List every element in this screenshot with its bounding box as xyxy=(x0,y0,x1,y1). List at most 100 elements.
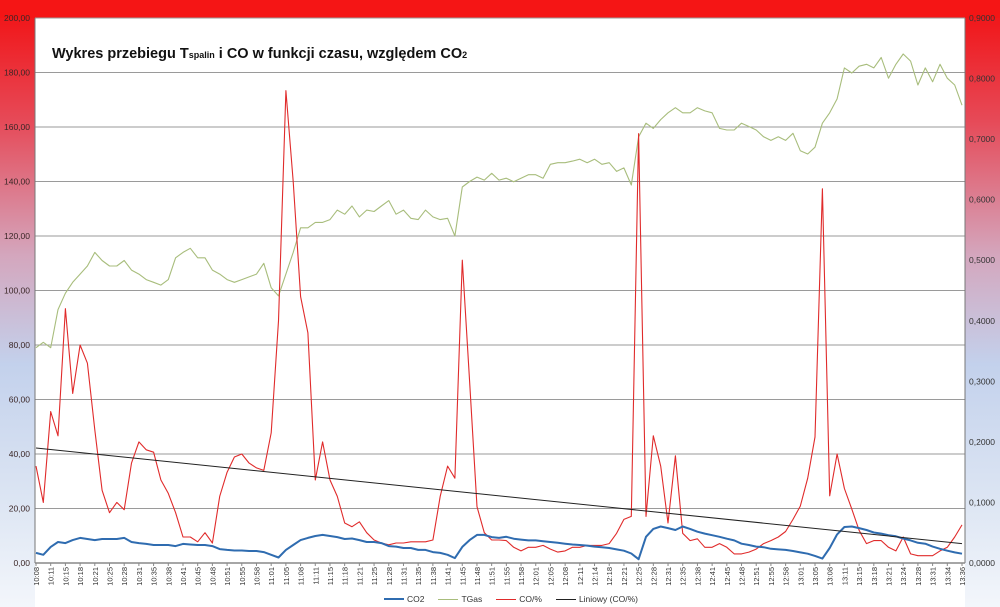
series-points-co xyxy=(35,90,963,556)
x-tick-label: 13:08 xyxy=(826,567,835,586)
x-tick-label: 12:21 xyxy=(620,567,629,586)
y-left-tick-label: 120,00 xyxy=(4,231,30,241)
x-tick-label: 11:41 xyxy=(444,567,453,585)
x-tick-label: 11:11 xyxy=(311,567,320,585)
y-left-tick-label: 20,00 xyxy=(9,504,31,514)
y-right-tick-label: 0,9000 xyxy=(969,13,995,23)
x-tick-label: 13:11 xyxy=(840,567,849,585)
x-tick-label: 12:14 xyxy=(591,567,600,586)
x-tick-label: 12:28 xyxy=(649,567,658,586)
x-tick-label: 10:48 xyxy=(208,567,217,586)
x-tick-label: 12:55 xyxy=(767,567,776,586)
legend-label-trend: Liniowy (CO/%) xyxy=(578,594,638,604)
x-tick-label: 13:01 xyxy=(796,567,805,586)
x-tick-label: 12:58 xyxy=(782,567,791,586)
y-right-tick-label: 0,1000 xyxy=(969,497,995,507)
legend-item-co2: CO2 xyxy=(384,594,424,604)
series-line-liniowy-co xyxy=(35,447,963,545)
x-tick-label: 10:41 xyxy=(179,567,188,586)
x-tick-label: 12:35 xyxy=(679,567,688,586)
legend-swatch-co2 xyxy=(384,598,404,600)
x-tick-label: 11:21 xyxy=(355,567,364,585)
y-left-tick-label: 100,00 xyxy=(4,286,30,296)
x-tick-label: 10:11 xyxy=(47,567,56,585)
x-tick-label: 12:41 xyxy=(708,567,717,586)
x-tick-label: 12:31 xyxy=(664,567,673,586)
x-tick-label: 12:48 xyxy=(738,567,747,586)
x-tick-label: 13:36 xyxy=(958,567,967,586)
x-tick-label: 10:45 xyxy=(194,567,203,586)
x-tick-label: 11:58 xyxy=(517,567,526,585)
x-tick-label: 11:31 xyxy=(399,567,408,585)
tick-labels: 0,00 20,00 40,00 60,00 80,00 100,00 120,00 140,… xyxy=(4,13,995,586)
x-tick-label: 12:45 xyxy=(723,567,732,586)
x-tick-label: 11:35 xyxy=(414,567,423,585)
legend-item-tgas: TGas xyxy=(438,594,482,604)
x-tick-label: 13:24 xyxy=(899,567,908,586)
chart-title-part-a: Wykres przebiegu T xyxy=(52,46,189,62)
series-group xyxy=(35,53,963,561)
x-tick-label: 10:15 xyxy=(61,567,70,586)
x-tick-label: 11:25 xyxy=(370,567,379,585)
x-tick-label: 11:05 xyxy=(282,567,291,585)
y-right-tick-label: 0,3000 xyxy=(969,376,995,386)
y-right-tick-label: 0,8000 xyxy=(969,74,995,84)
x-tick-label: 11:45 xyxy=(458,567,467,585)
chart-title-part-b: i CO w funkcji czasu, względem CO xyxy=(214,46,463,62)
y-left-tick-label: 160,00 xyxy=(4,122,30,132)
y-left-tick-label: 60,00 xyxy=(9,395,31,405)
legend-label-tgas: TGas xyxy=(461,594,483,604)
x-tick-label: 12:11 xyxy=(576,567,585,585)
y-right-tick-label: 0,7000 xyxy=(969,134,995,144)
x-tick-label: 10:08 xyxy=(32,567,41,586)
y-left-tick-label: 80,00 xyxy=(9,340,31,350)
x-tick-label: 11:55 xyxy=(502,567,511,585)
x-tick-label: 13:28 xyxy=(914,567,923,586)
y-right-tick-label: 0,6000 xyxy=(969,195,995,205)
y-left-tick-label: 200,00 xyxy=(4,13,30,23)
axes xyxy=(34,18,966,566)
x-tick-label: 12:51 xyxy=(752,567,761,586)
y-right-tick-label: 0,2000 xyxy=(969,437,995,447)
x-tick-label: 13:18 xyxy=(870,567,879,586)
x-tick-label: 11:15 xyxy=(326,567,335,585)
x-tick-label: 10:51 xyxy=(223,567,232,586)
x-tick-label: 11:18 xyxy=(341,567,350,585)
chart-title-sub-b: 2 xyxy=(462,50,468,60)
x-tick-label: 12:05 xyxy=(546,567,555,586)
x-tick-label: 13:05 xyxy=(811,567,820,586)
x-tick-label: 10:31 xyxy=(135,567,144,586)
x-tick-label: 10:21 xyxy=(91,567,100,586)
series-points-tgas xyxy=(35,53,963,348)
x-tick-label: 13:34 xyxy=(943,567,952,586)
x-tick-label: 12:38 xyxy=(693,567,702,586)
x-tick-label: 10:55 xyxy=(238,567,247,586)
x-tick-label: 13:31 xyxy=(929,567,938,586)
y-right-tick-label: 0,0000 xyxy=(969,558,995,568)
legend-swatch-tgas xyxy=(438,598,459,600)
x-tick-label: 11:38 xyxy=(429,567,438,585)
legend-item-trend: Liniowy (CO/%) xyxy=(555,594,638,604)
x-tick-label: 10:35 xyxy=(150,567,159,586)
x-tick-label: 10:28 xyxy=(120,567,129,586)
y-right-tick-label: 0,5000 xyxy=(969,255,995,265)
x-tick-label: 12:25 xyxy=(635,567,644,586)
x-tick-label: 12:01 xyxy=(532,567,541,586)
chart-title: Wykres przebiegu Tspalin i CO w funkcji … xyxy=(52,46,467,62)
x-tick-label: 11:48 xyxy=(473,567,482,585)
x-tick-label: 12:18 xyxy=(605,567,614,586)
x-tick-label: 11:51 xyxy=(488,567,497,585)
x-tick-label: 10:38 xyxy=(164,567,173,586)
x-tick-label: 11:08 xyxy=(297,567,306,585)
legend-label-co2: CO2 xyxy=(407,594,425,604)
legend-swatch-trend xyxy=(555,598,576,600)
legend-label-co: CO/% xyxy=(519,594,542,604)
y-left-tick-label: 180,00 xyxy=(4,68,30,78)
y-left-tick-label: 40,00 xyxy=(9,449,31,459)
x-tick-label: 10:25 xyxy=(105,567,114,586)
gridlines xyxy=(35,17,965,509)
x-tick-label: 11:28 xyxy=(385,567,394,585)
x-tick-label: 10:58 xyxy=(252,567,261,586)
x-tick-label: 12:08 xyxy=(561,567,570,586)
